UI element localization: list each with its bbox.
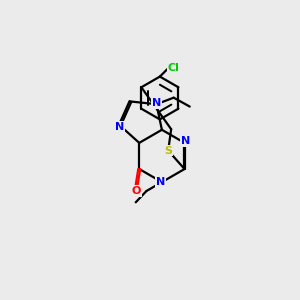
Text: N: N	[181, 136, 190, 146]
Text: N: N	[115, 122, 124, 132]
Text: Cl: Cl	[168, 63, 179, 73]
Text: S: S	[164, 146, 172, 156]
Text: N: N	[156, 177, 165, 187]
Text: O: O	[132, 186, 141, 196]
Text: N: N	[152, 98, 161, 108]
